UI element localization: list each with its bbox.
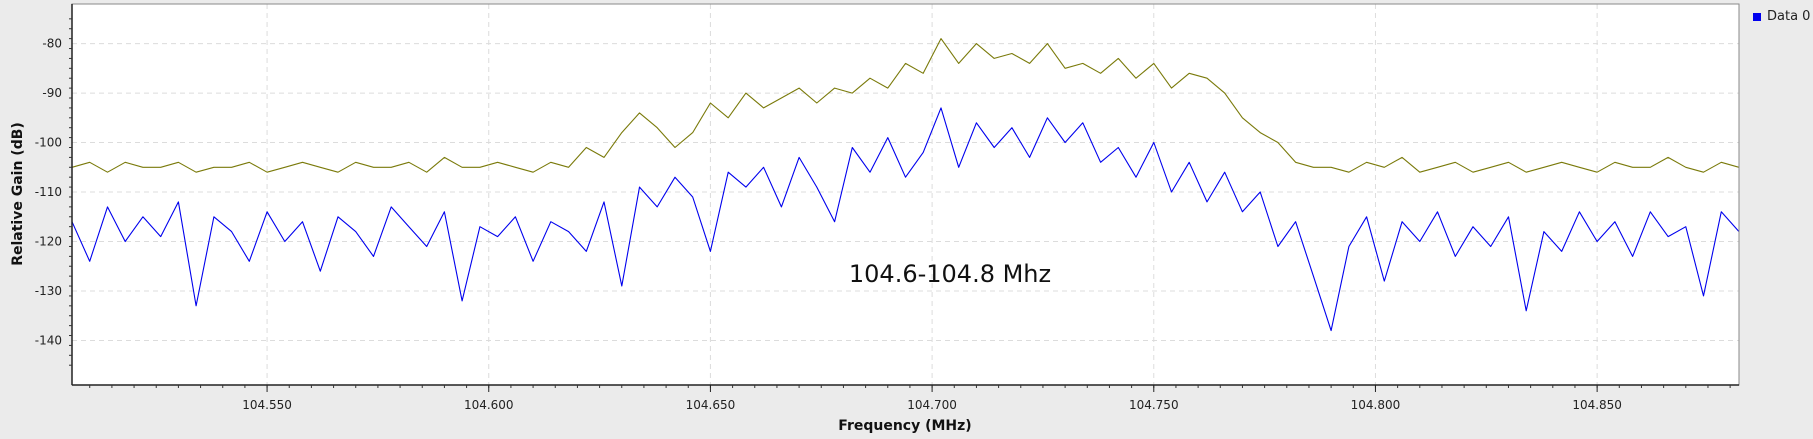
legend-label: Data 0 <box>1767 9 1811 24</box>
legend-swatch <box>1753 12 1761 21</box>
series-data-0-line <box>71 107 1740 332</box>
y-tick-label: -120 <box>35 235 62 249</box>
grid <box>72 4 1739 385</box>
x-tick-label: 104.650 <box>686 398 736 412</box>
y-tick-label: -90 <box>42 86 62 100</box>
y-axis-label: Relative Gain (dB) <box>10 122 26 266</box>
legend: Data 0 <box>1753 9 1810 24</box>
x-tick-label: 104.800 <box>1351 398 1401 412</box>
x-tick-label: 104.700 <box>907 398 957 412</box>
y-tick-label: -110 <box>35 185 62 199</box>
y-tick-label: -100 <box>35 136 62 150</box>
plot-area <box>72 4 1739 385</box>
x-tick-label: 104.550 <box>242 398 292 412</box>
series-max-hold-line <box>71 38 1740 173</box>
x-tick-label: 104.750 <box>1129 398 1179 412</box>
x-axis-label: Frequency (MHz) <box>838 418 971 434</box>
x-tick-label: 104.600 <box>464 398 514 412</box>
x-tick-label: 104.850 <box>1572 398 1622 412</box>
axes: -80 -90 -100 -110 -120 -130 -140 104.550 104.600… <box>35 18 1731 412</box>
chart-annotation: 104.6-104.8 Mhz <box>849 260 1051 288</box>
y-tick-label: -140 <box>35 333 62 347</box>
series-layer <box>71 38 1740 332</box>
y-tick-label: -80 <box>42 37 62 51</box>
y-tick-label: -130 <box>35 284 62 298</box>
